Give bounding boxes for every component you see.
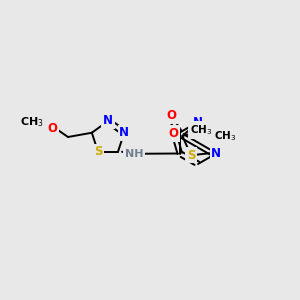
Text: N: N: [119, 126, 129, 139]
Text: N: N: [193, 116, 203, 128]
Text: CH$_3$: CH$_3$: [20, 115, 44, 129]
Text: S: S: [187, 149, 195, 162]
Text: N: N: [211, 147, 221, 160]
Text: O: O: [167, 109, 177, 122]
Text: CH$_3$: CH$_3$: [190, 123, 213, 137]
Text: O: O: [169, 127, 179, 140]
Text: S: S: [94, 145, 102, 158]
Text: NH: NH: [125, 149, 143, 159]
Text: CH$_3$: CH$_3$: [214, 129, 236, 143]
Text: O: O: [47, 122, 57, 134]
Text: N: N: [103, 115, 113, 128]
